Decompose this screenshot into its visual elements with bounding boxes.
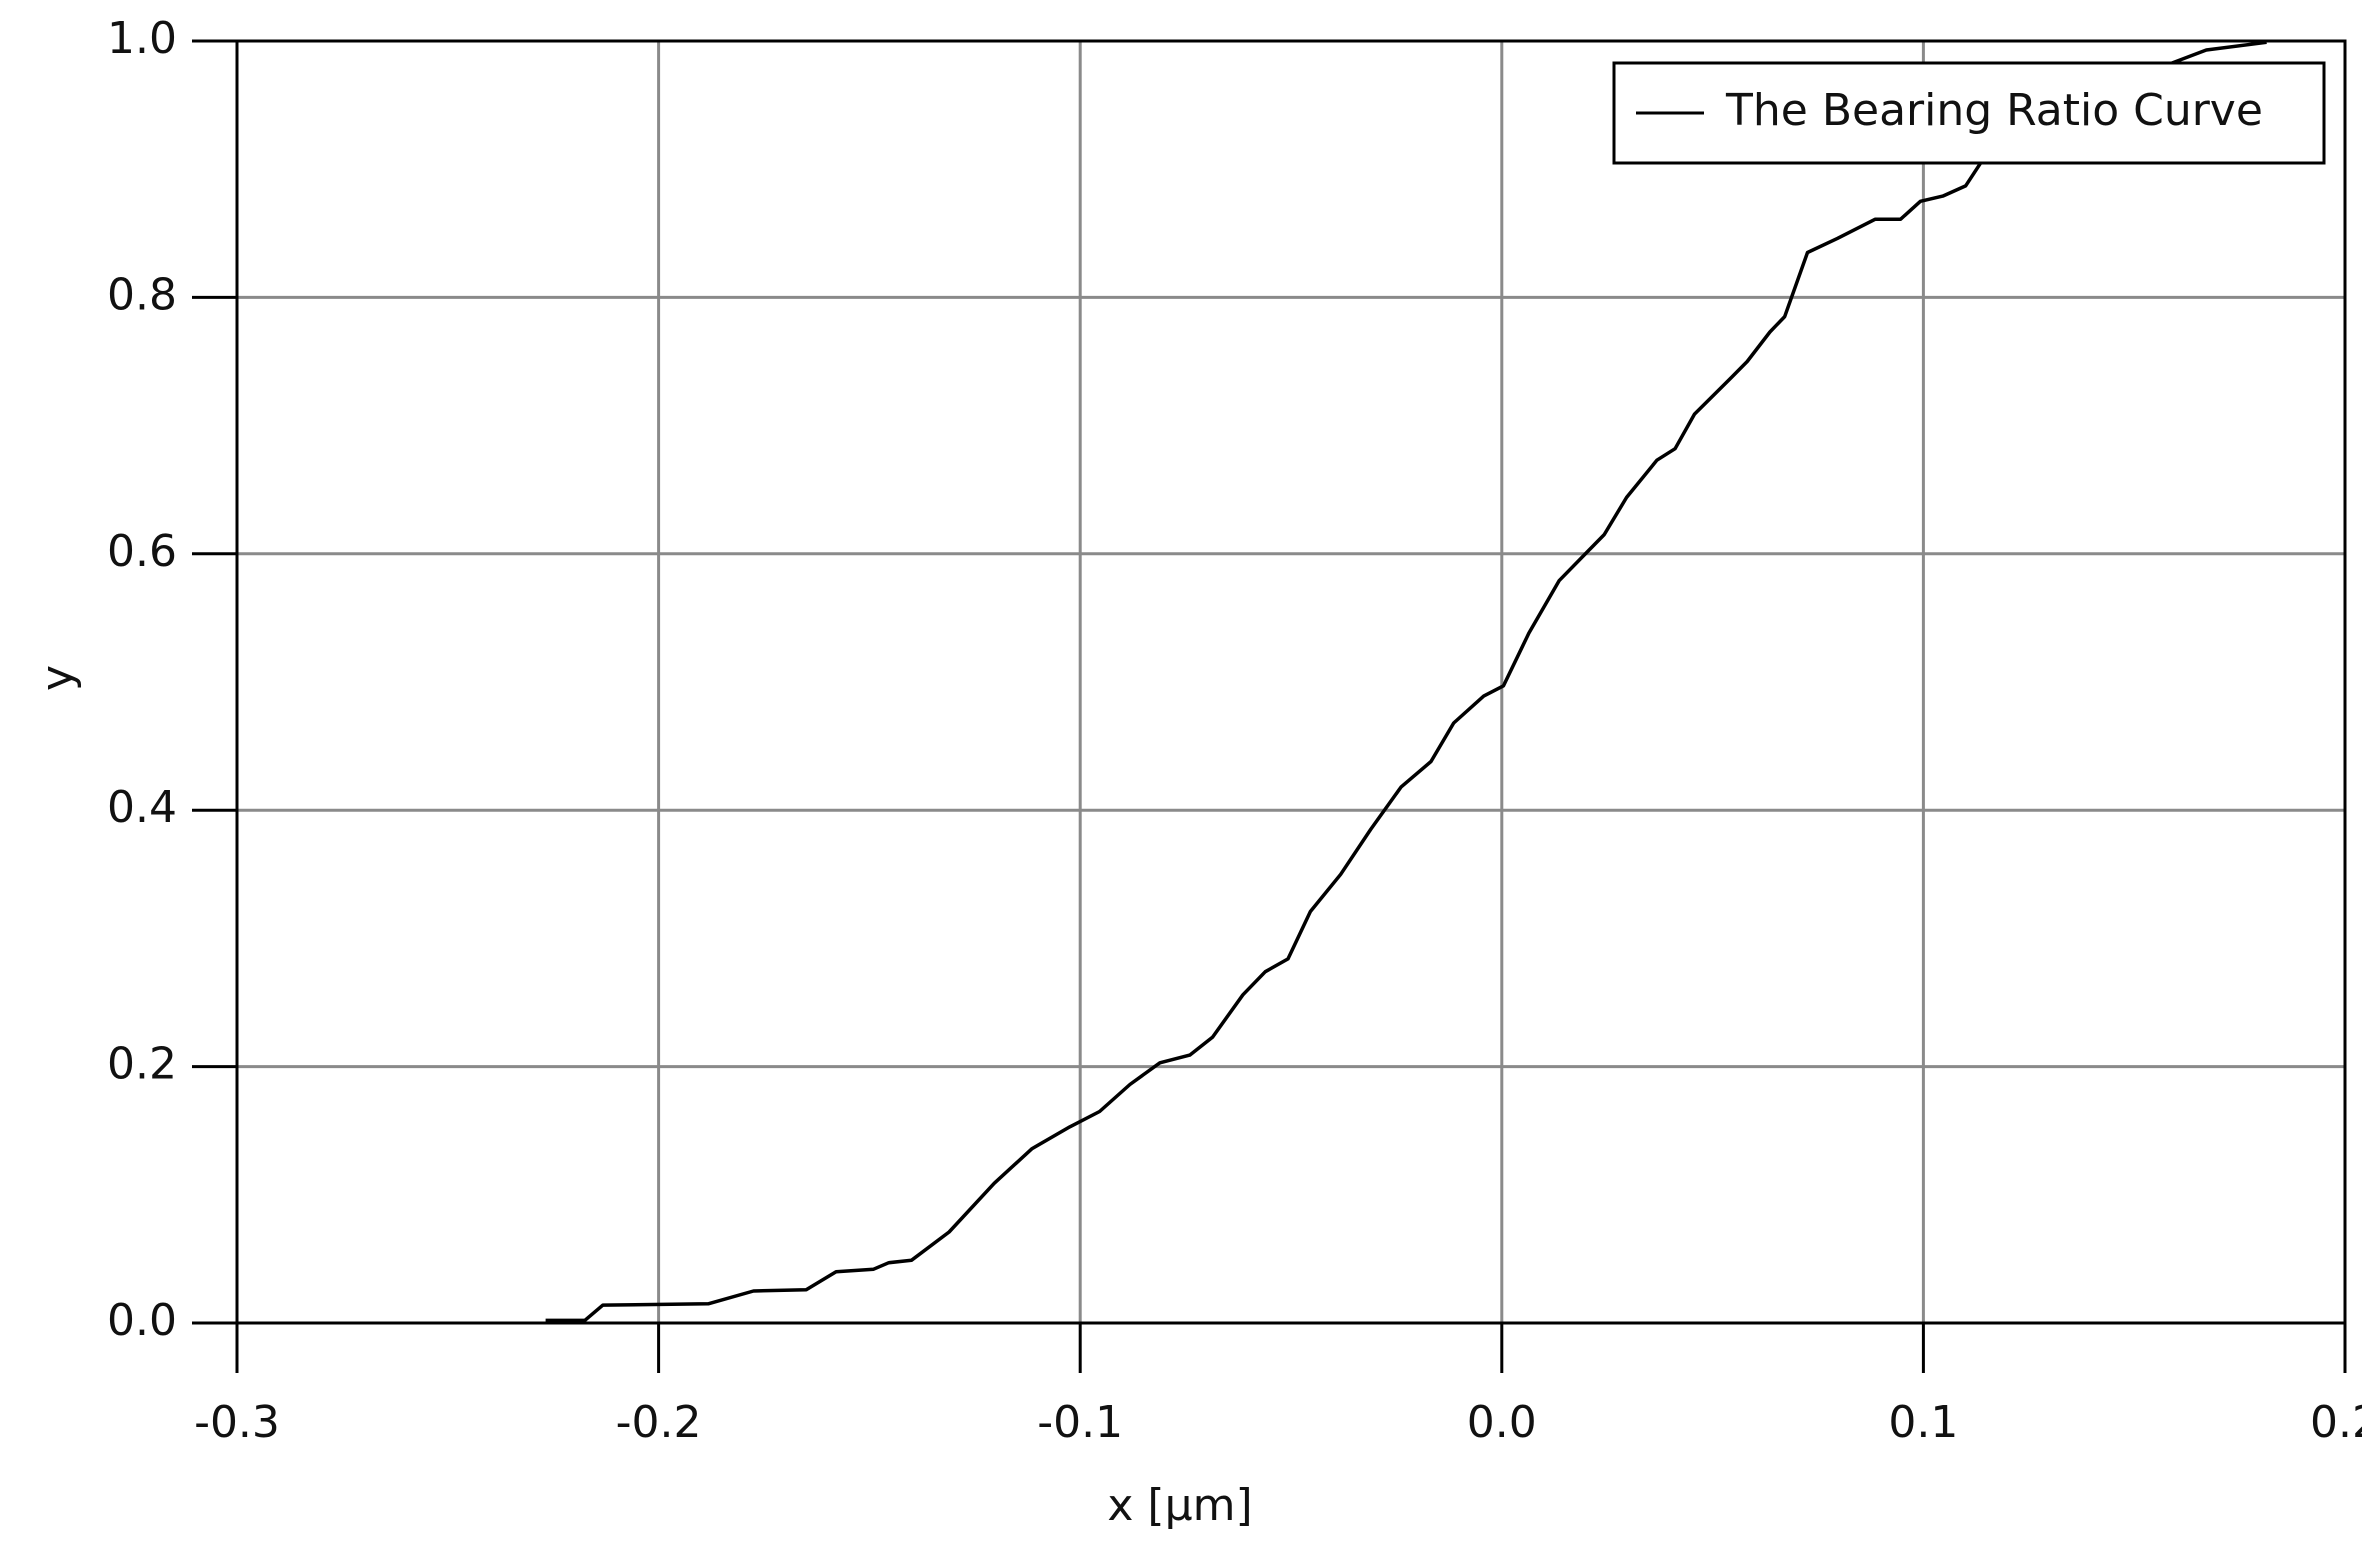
y-tick-label: 0.2 <box>107 1039 177 1090</box>
y-tick-label: 0.0 <box>107 1295 177 1346</box>
y-tick-label: 1.0 <box>107 13 177 64</box>
data-line <box>545 40 2267 1323</box>
y-tick-label: 0.8 <box>107 269 177 320</box>
y-tick-label: 0.4 <box>107 782 177 833</box>
x-tick-label: 0.1 <box>1888 1397 1958 1448</box>
plot-frame <box>235 39 2347 1325</box>
x-tick-label: -0.3 <box>194 1397 280 1448</box>
x-tick-label: 0.2 <box>2310 1397 2362 1448</box>
legend-label: The Bearing Ratio Curve <box>1725 85 2263 136</box>
x-tick-label: 0.0 <box>1467 1397 1537 1448</box>
y-tick-label: 0.6 <box>107 526 177 577</box>
x-tick-label: -0.1 <box>1037 1397 1123 1448</box>
x-axis-label: x [µm] <box>1107 1480 1252 1531</box>
legend-box <box>1612 61 2326 165</box>
x-tick-label: -0.2 <box>616 1397 702 1448</box>
y-axis-label: y <box>32 665 83 691</box>
